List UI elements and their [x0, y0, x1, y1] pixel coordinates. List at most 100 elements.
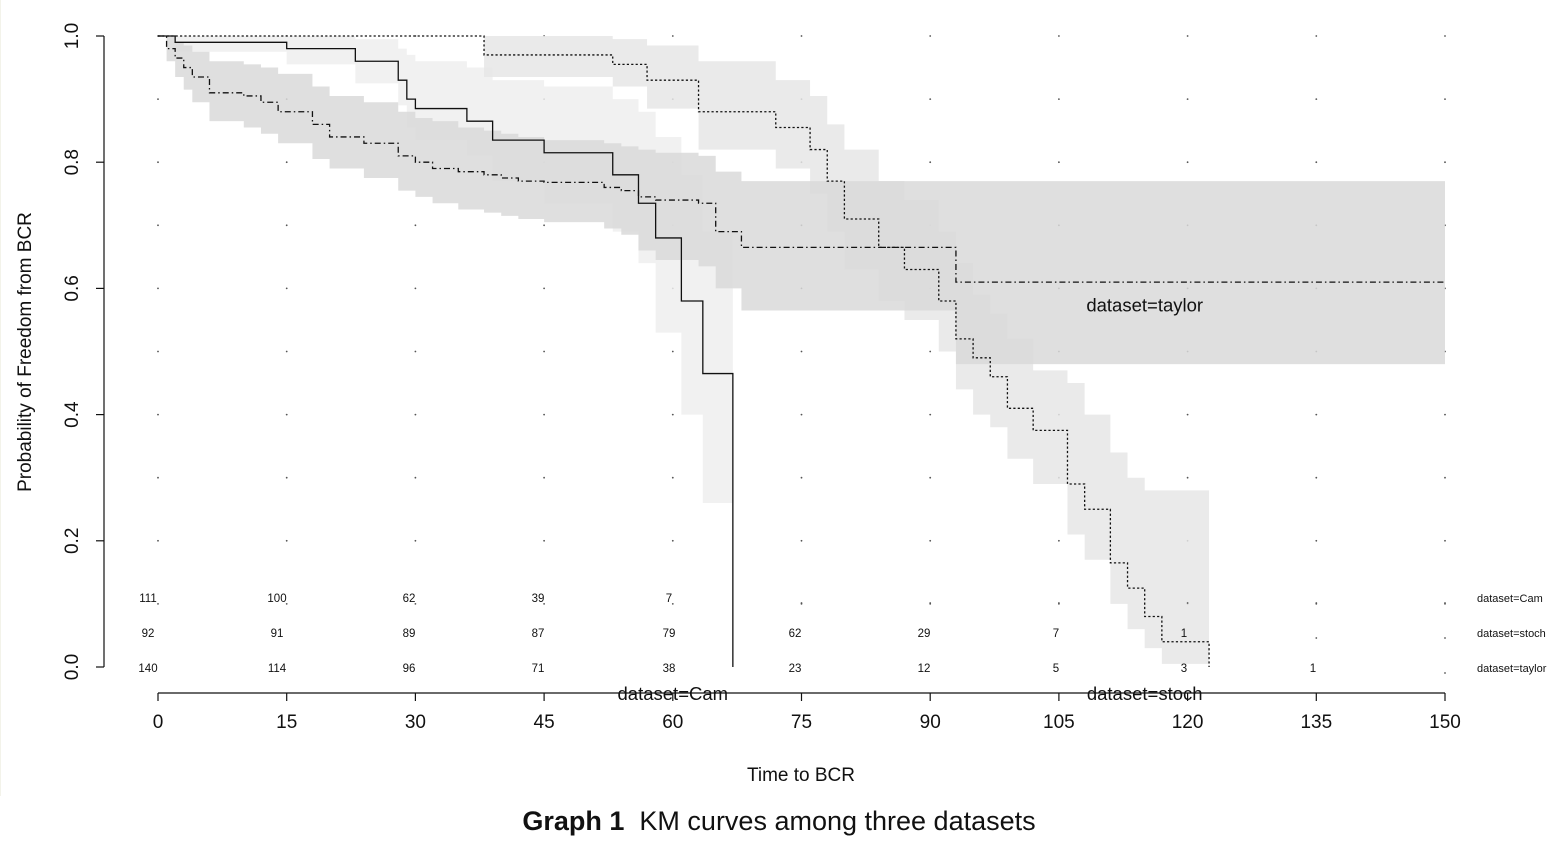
- plot-area: 0 15 30 45 60 75 90 105 120 135 150 0.0 0.2 0.4 0.6 0.8…: [0, 0, 1547, 796]
- grid-dot: [414, 539, 417, 542]
- km-curve-cam: [158, 35, 734, 667]
- y-tick-label: 0.0: [62, 654, 83, 680]
- risk-empty-dot: [800, 602, 803, 604]
- km-curve-stoch: [158, 35, 1210, 667]
- x-tick-label: 90: [920, 712, 941, 733]
- grid-dot: [929, 35, 932, 37]
- grid-dot: [543, 350, 545, 353]
- grid-dot: [414, 224, 417, 227]
- risk-row-label: dataset=stoch: [1477, 628, 1546, 640]
- grid-dot: [414, 603, 417, 605]
- grid-dot: [1315, 35, 1318, 37]
- grid-dot: [543, 603, 545, 605]
- grid-dot: [671, 413, 674, 416]
- grid-dot: [929, 413, 932, 416]
- grid-dot: [1444, 413, 1446, 416]
- x-tick-label: 75: [791, 712, 812, 733]
- grid-dot: [543, 224, 545, 227]
- grid-dot: [543, 413, 545, 416]
- risk-count: 114: [268, 663, 287, 675]
- risk-count: 62: [789, 628, 802, 640]
- grid-dot: [157, 350, 159, 353]
- caption-label: Graph 1: [522, 806, 625, 836]
- caption-bar: [0, 796, 1558, 846]
- curve-label: dataset=Cam: [618, 683, 729, 704]
- x-tick-label: 15: [276, 712, 297, 733]
- x-tick-label: 135: [1300, 712, 1332, 733]
- grid-dot: [157, 287, 159, 290]
- grid-dot: [157, 161, 159, 164]
- curve-label: dataset=stoch: [1087, 683, 1203, 704]
- risk-empty-dot: [929, 602, 932, 604]
- survival-curves: [158, 35, 1445, 667]
- grid-dot: [800, 35, 803, 37]
- y-tick-label: 0.8: [62, 149, 83, 175]
- y-tick-label: 0.6: [62, 275, 83, 301]
- x-tick-label: 45: [534, 712, 555, 733]
- risk-count: 39: [532, 593, 545, 605]
- figure-caption: Graph 1 KM curves among three datasets: [0, 806, 1558, 837]
- risk-empty-dot: [1186, 602, 1189, 604]
- grid-dot: [671, 539, 674, 542]
- grid-dot: [1444, 161, 1446, 164]
- grid-dot: [1444, 98, 1446, 100]
- grid-dot: [543, 287, 545, 290]
- y-axis-title: Probability of Freedom from BCR: [15, 212, 36, 492]
- grid-dot: [1444, 35, 1446, 37]
- grid-dot: [414, 287, 417, 290]
- km-chart: 0 15 30 45 60 75 90 105 120 135 1500.00.20.40.60.8…: [15, 23, 1547, 786]
- x-tick-label: 150: [1429, 712, 1461, 733]
- risk-empty-dot: [1444, 602, 1446, 604]
- risk-count: 1: [1181, 628, 1187, 640]
- grid-dot: [157, 603, 159, 605]
- risk-count: 96: [403, 663, 416, 675]
- risk-count: 29: [918, 628, 931, 640]
- grid-dot: [543, 476, 545, 479]
- grid-dot: [929, 539, 932, 542]
- grid-dot: [414, 476, 417, 479]
- grid-dot: [671, 350, 674, 353]
- grid-dot: [1186, 161, 1189, 164]
- grid-dot: [1058, 35, 1060, 37]
- grid-dot: [929, 161, 932, 164]
- caption-text: KM curves among three datasets: [639, 806, 1036, 836]
- risk-count: 3: [1181, 663, 1187, 675]
- grid-dot: [1186, 98, 1189, 100]
- risk-count: 12: [918, 663, 931, 675]
- grid-dot: [414, 413, 417, 416]
- grid-dot: [285, 539, 288, 542]
- x-tick-label: 120: [1172, 712, 1204, 733]
- curve-labels: dataset=taylor dataset=Cam dataset=stoch: [618, 294, 1204, 704]
- grid-dot: [1058, 98, 1060, 100]
- grid-dot: [157, 98, 159, 100]
- risk-count: 92: [142, 628, 155, 640]
- grid-dot: [1058, 539, 1060, 542]
- grid-dot: [157, 413, 159, 416]
- risk-count: 62: [403, 593, 416, 605]
- risk-count: 87: [532, 628, 545, 640]
- grid-dot: [800, 476, 803, 479]
- grid-dot: [1315, 476, 1318, 479]
- grid-dot: [929, 98, 932, 100]
- grid-dot: [285, 603, 288, 605]
- grid-dot: [285, 224, 288, 227]
- risk-count: 5: [1053, 663, 1059, 675]
- grid-dot: [414, 350, 417, 353]
- risk-count: 23: [789, 663, 802, 675]
- grid-dot: [671, 476, 674, 479]
- grid-dot: [929, 350, 932, 353]
- grid-dot: [157, 476, 159, 479]
- grid-dot: [671, 35, 674, 37]
- y-tick-label: 0.2: [62, 528, 83, 554]
- grid-dot: [285, 476, 288, 479]
- grid-dot: [157, 224, 159, 227]
- grid-dot: [157, 539, 159, 542]
- risk-row-label: dataset=taylor: [1477, 663, 1547, 675]
- risk-row-label: dataset=Cam: [1477, 593, 1543, 605]
- risk-count: 111: [139, 593, 156, 605]
- risk-count: 100: [267, 593, 286, 605]
- risk-count: 140: [138, 663, 157, 675]
- x-tick-label: 0: [153, 712, 164, 733]
- grid-dot: [671, 603, 674, 605]
- y-tick-label: 0.4: [62, 401, 83, 428]
